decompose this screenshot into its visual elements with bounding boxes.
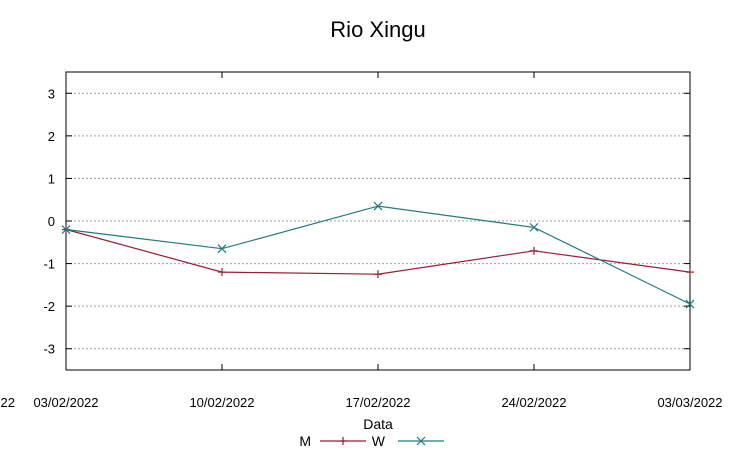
x-tick-label: 24/02/2022 <box>501 395 566 410</box>
legend-item-w: W <box>372 433 444 449</box>
x-tick-label: 17/02/2022 <box>345 395 410 410</box>
x-tick-label: 03/03/2022 <box>657 395 722 410</box>
chart-title: Rio Xingu <box>330 17 425 42</box>
data-point <box>530 246 538 255</box>
series-m <box>62 225 694 279</box>
grid-lines <box>66 92 690 350</box>
data-point <box>373 201 383 211</box>
x-tick-label-partial: 22 <box>1 395 15 410</box>
x-tick-label: 03/02/2022 <box>33 395 98 410</box>
y-tick-label: 2 <box>48 129 55 144</box>
y-tick-label: 3 <box>48 86 55 101</box>
data-point <box>529 222 539 232</box>
series-line <box>65 228 691 275</box>
axis-ticks: -3 -2 -1 0 1 2 3 03/02/2022 10/02/2022 17/02/2022… <box>1 72 723 410</box>
legend-label: W <box>372 433 386 449</box>
y-tick-label: -2 <box>43 299 55 314</box>
y-tick-label: -3 <box>43 342 55 357</box>
y-tick-label: -1 <box>43 257 55 272</box>
data-point <box>218 268 226 277</box>
x-axis-label: Data <box>363 416 393 432</box>
data-point <box>374 270 382 279</box>
series-w <box>61 201 695 309</box>
data-point-legend <box>416 436 426 446</box>
series-layer <box>61 201 695 309</box>
data-point-legend <box>339 437 347 445</box>
data-point <box>686 268 694 277</box>
data-point <box>61 225 71 234</box>
x-tick-label: 10/02/2022 <box>189 395 254 410</box>
legend-label: M <box>299 433 311 449</box>
legend-item-m: M <box>299 433 366 449</box>
data-point <box>685 299 695 309</box>
y-tick-label: 1 <box>48 171 55 186</box>
data-point <box>217 244 227 254</box>
y-tick-label: 0 <box>48 214 55 229</box>
